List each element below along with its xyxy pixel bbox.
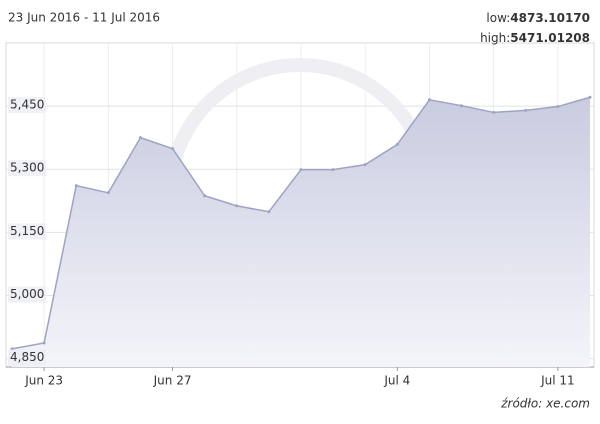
point (524, 108, 528, 112)
x-tick-label: Jul 11 (540, 374, 575, 388)
y-tick-bg (8, 97, 46, 114)
point (460, 104, 464, 108)
point (556, 105, 560, 109)
area-fill (12, 97, 590, 367)
point (492, 110, 496, 114)
point (171, 147, 175, 151)
point (138, 136, 142, 140)
point (363, 163, 367, 167)
y-tick-bg (8, 286, 46, 303)
low-value: low:4873.10170 (486, 11, 590, 25)
y-tick-bg (8, 349, 46, 366)
y-tick-bg (8, 223, 46, 240)
point (235, 204, 239, 208)
point (203, 194, 207, 198)
y-tick-label: 5,000 (10, 287, 44, 301)
point (106, 191, 110, 195)
y-tick-bg (8, 160, 46, 177)
point (299, 168, 303, 172)
point (588, 95, 592, 99)
x-tick-label: Jun 27 (153, 374, 192, 388)
low-number: 4873.10170 (510, 11, 590, 25)
point (42, 341, 46, 345)
low-label: low: (486, 11, 510, 25)
high-label: high: (480, 31, 510, 45)
x-tick-label: Jul 4 (383, 374, 410, 388)
y-tick-label: 4,850 (10, 350, 44, 364)
point (267, 210, 271, 214)
x-tick-label: Jun 23 (24, 374, 63, 388)
point (74, 184, 78, 188)
high-number: 5471.01208 (510, 31, 590, 45)
point (427, 98, 431, 102)
high-value: high:5471.01208 (480, 31, 590, 45)
y-tick-label: 5,300 (10, 161, 44, 175)
source: źródło: xe.com (500, 397, 590, 411)
y-tick-label: 5,450 (10, 98, 44, 112)
point (395, 142, 399, 146)
y-tick-label: 5,150 (10, 224, 44, 238)
date-range: 23 Jun 2016 - 11 Jul 2016 (8, 11, 160, 25)
point (331, 168, 335, 172)
